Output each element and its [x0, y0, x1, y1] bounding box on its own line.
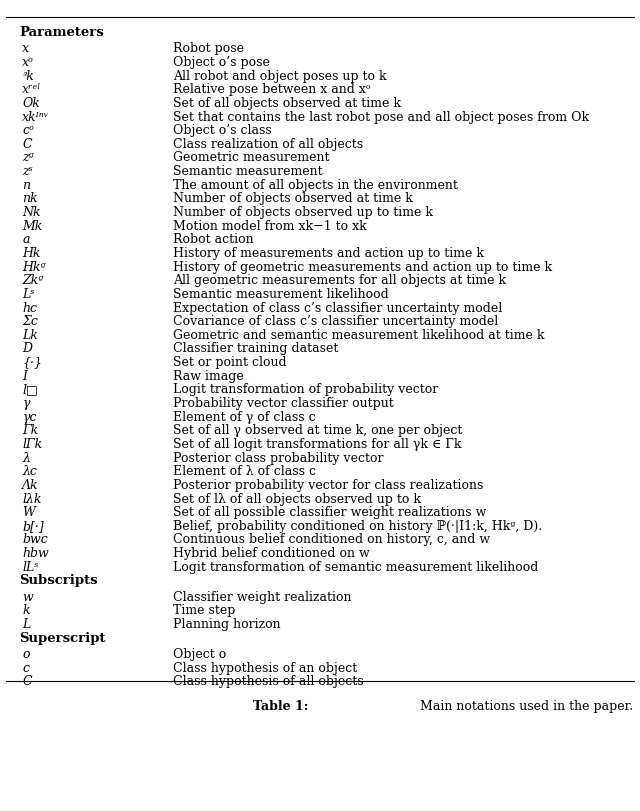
Text: L: L: [22, 617, 31, 630]
Text: Object o’s pose: Object o’s pose: [173, 56, 269, 69]
Text: All geometric measurements for all objects at time k: All geometric measurements for all objec…: [173, 274, 506, 287]
Text: Class hypothesis of an object: Class hypothesis of an object: [173, 661, 357, 674]
Text: The amount of all objects in the environment: The amount of all objects in the environ…: [173, 178, 458, 191]
Text: Robot action: Robot action: [173, 233, 253, 246]
Text: zˢ: zˢ: [22, 165, 33, 178]
Text: Number of objects observed up to time k: Number of objects observed up to time k: [173, 206, 433, 219]
Text: Set or point cloud: Set or point cloud: [173, 356, 287, 369]
Text: I: I: [22, 369, 28, 382]
Text: n: n: [22, 178, 31, 191]
Text: Lk: Lk: [22, 328, 38, 341]
Text: W: W: [22, 505, 35, 518]
Text: Σc: Σc: [22, 315, 38, 328]
Text: Γk: Γk: [22, 424, 38, 437]
Text: xʳᵉˡ: xʳᵉˡ: [22, 84, 42, 97]
Text: C: C: [22, 138, 32, 151]
Text: Hkᵍ: Hkᵍ: [22, 260, 46, 273]
Text: Set of all objects observed at time k: Set of all objects observed at time k: [173, 97, 401, 109]
Text: Geometric and semantic measurement likelihood at time k: Geometric and semantic measurement likel…: [173, 328, 544, 341]
Text: Expectation of class c’s classifier uncertainty model: Expectation of class c’s classifier unce…: [173, 301, 502, 314]
Text: Geometric measurement: Geometric measurement: [173, 152, 330, 165]
Text: Time step: Time step: [173, 603, 235, 616]
Text: Class realization of all objects: Class realization of all objects: [173, 138, 363, 151]
Text: Covariance of class c’s classifier uncertainty model: Covariance of class c’s classifier uncer…: [173, 315, 498, 328]
Text: λ: λ: [22, 451, 30, 464]
Text: Subscripts: Subscripts: [19, 573, 98, 586]
Text: C: C: [22, 675, 32, 688]
Text: Main notations used in the paper.: Main notations used in the paper.: [412, 699, 634, 712]
Text: Hk: Hk: [22, 247, 41, 260]
Text: b[·]: b[·]: [22, 519, 44, 532]
Text: o: o: [22, 647, 30, 660]
Text: ᵌk: ᵌk: [22, 70, 35, 83]
Text: Planning horizon: Planning horizon: [173, 617, 280, 630]
Text: Raw image: Raw image: [173, 369, 244, 382]
Text: Robot pose: Robot pose: [173, 42, 244, 55]
Text: a: a: [22, 233, 30, 246]
Text: lΓk: lΓk: [22, 437, 43, 450]
Text: Element of γ of class c: Element of γ of class c: [173, 410, 316, 423]
Text: Set of all logit transformations for all γk ∈ Γk: Set of all logit transformations for all…: [173, 437, 461, 450]
Text: Relative pose between x and xᵒ: Relative pose between x and xᵒ: [173, 84, 371, 97]
Text: Set of all γ observed at time k, one per object: Set of all γ observed at time k, one per…: [173, 424, 462, 437]
Text: Logit transformation of probability vector: Logit transformation of probability vect…: [173, 383, 438, 396]
Text: Set of all possible classifier weight realizations w: Set of all possible classifier weight re…: [173, 505, 486, 518]
Text: Semantic measurement likelihood: Semantic measurement likelihood: [173, 288, 388, 301]
Text: Set of lλ of all objects observed up to k: Set of lλ of all objects observed up to …: [173, 492, 421, 505]
Text: Element of λ of class c: Element of λ of class c: [173, 465, 316, 478]
Text: Lˢ: Lˢ: [22, 288, 35, 301]
Text: Superscript: Superscript: [19, 631, 106, 644]
Text: Object o’s class: Object o’s class: [173, 124, 271, 137]
Text: x: x: [22, 42, 29, 55]
Text: Logit transformation of semantic measurement likelihood: Logit transformation of semantic measure…: [173, 560, 538, 573]
Text: γ: γ: [22, 397, 30, 410]
Text: Zkᵍ: Zkᵍ: [22, 274, 44, 287]
Text: xᵒ: xᵒ: [22, 56, 35, 69]
Text: hbw: hbw: [22, 547, 49, 560]
Text: Object o: Object o: [173, 647, 226, 660]
Text: Motion model from xk−1 to xk: Motion model from xk−1 to xk: [173, 220, 367, 233]
Text: {·}: {·}: [22, 356, 42, 369]
Text: γc: γc: [22, 410, 37, 423]
Text: Table 1:: Table 1:: [253, 699, 308, 712]
Text: D: D: [22, 342, 33, 355]
Text: zᵍ: zᵍ: [22, 152, 34, 165]
Text: lLˢ: lLˢ: [22, 560, 39, 573]
Text: History of measurements and action up to time k: History of measurements and action up to…: [173, 247, 484, 260]
Text: Semantic measurement: Semantic measurement: [173, 165, 323, 178]
Text: lλk: lλk: [22, 492, 42, 505]
Text: Belief, probability conditioned on history ℙ(·|I1:k, Hkᵍ, D).: Belief, probability conditioned on histo…: [173, 519, 542, 532]
Text: Mk: Mk: [22, 220, 43, 233]
Text: w: w: [22, 590, 33, 603]
Text: Posterior probability vector for class realizations: Posterior probability vector for class r…: [173, 478, 483, 491]
Text: Class hypothesis of all objects: Class hypothesis of all objects: [173, 675, 364, 688]
Text: History of geometric measurements and action up to time k: History of geometric measurements and ac…: [173, 260, 552, 273]
Text: k: k: [22, 603, 30, 616]
Text: Nk: Nk: [22, 206, 41, 219]
Text: Number of objects observed at time k: Number of objects observed at time k: [173, 192, 413, 205]
Text: c: c: [22, 661, 29, 674]
Text: Set that contains the last robot pose and all object poses from Ok: Set that contains the last robot pose an…: [173, 110, 589, 123]
Text: Ok: Ok: [22, 97, 40, 109]
Text: nk: nk: [22, 192, 38, 205]
Text: cᵒ: cᵒ: [22, 124, 35, 137]
Text: Classifier weight realization: Classifier weight realization: [173, 590, 351, 603]
Text: Λk: Λk: [22, 478, 39, 491]
Text: Continuous belief conditioned on history, c, and w: Continuous belief conditioned on history…: [173, 533, 490, 546]
Text: xkᴵⁿᵛ: xkᴵⁿᵛ: [22, 110, 50, 123]
Text: hc: hc: [22, 301, 37, 314]
Text: Hybrid belief conditioned on w: Hybrid belief conditioned on w: [173, 547, 369, 560]
Text: All robot and object poses up to k: All robot and object poses up to k: [173, 70, 387, 83]
Text: λc: λc: [22, 465, 37, 478]
Text: Posterior class probability vector: Posterior class probability vector: [173, 451, 383, 464]
Text: Classifier training dataset: Classifier training dataset: [173, 342, 338, 355]
Text: l□: l□: [22, 383, 38, 396]
Text: Parameters: Parameters: [19, 26, 104, 39]
Text: Probability vector classifier output: Probability vector classifier output: [173, 397, 394, 410]
Text: bwc: bwc: [22, 533, 48, 546]
